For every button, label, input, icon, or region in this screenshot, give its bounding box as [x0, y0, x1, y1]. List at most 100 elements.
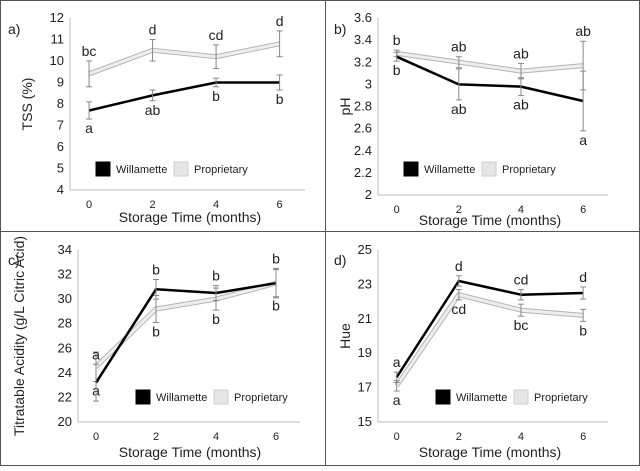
legend-label: Willamette [456, 392, 507, 404]
series-line [89, 83, 280, 111]
y-tick-label: 12 [50, 10, 64, 25]
legend-label: Willamette [116, 164, 167, 176]
x-tick-label: 4 [518, 431, 524, 443]
x-tick-label: 4 [213, 431, 219, 443]
y-tick-label: 26 [58, 340, 72, 355]
legend-label: Proprietary [534, 392, 588, 404]
y-tick-label: 15 [358, 414, 372, 429]
series-line [397, 57, 583, 101]
significance-letter: b [272, 298, 280, 314]
significance-letter: b [212, 268, 220, 284]
panel-label: b) [334, 21, 346, 37]
legend-label: Proprietary [194, 164, 248, 176]
significance-letter: ab [145, 102, 161, 118]
legend-swatch [514, 390, 528, 404]
legend-swatch [174, 162, 188, 176]
y-tick-label: 24 [58, 365, 72, 380]
significance-letter: a [85, 120, 93, 136]
y-tick-label: 3.6 [354, 10, 372, 25]
legend-label: Proprietary [502, 164, 556, 176]
y-tick-label: 2.2 [354, 165, 372, 180]
y-tick-label: 19 [358, 345, 372, 360]
x-tick-label: 0 [93, 431, 99, 443]
significance-letter: cd [514, 272, 529, 288]
x-tick-label: 0 [394, 204, 400, 216]
y-tick-label: 21 [358, 311, 372, 326]
y-tick-label: 9 [57, 75, 64, 90]
legend-swatch [404, 162, 418, 176]
y-tick-label: 30 [58, 291, 72, 306]
x-axis-label: Storage Time (months) [419, 444, 561, 460]
significance-letter: d [579, 269, 587, 285]
y-tick-label: 28 [58, 316, 72, 331]
legend-swatch [436, 390, 450, 404]
y-axis-label: TSS (%) [19, 78, 35, 131]
series-line [397, 295, 583, 386]
y-tick-label: 25 [358, 242, 372, 257]
y-tick-label: 2.4 [354, 143, 372, 158]
x-axis-label: Storage Time (months) [119, 444, 261, 460]
significance-letter: bc [514, 317, 529, 333]
legend-label: Willamette [424, 164, 475, 176]
y-axis-label: Hue [337, 323, 353, 349]
y-tick-label: 7 [57, 118, 64, 133]
legend-swatch [96, 162, 110, 176]
y-tick-label: 3 [365, 76, 372, 91]
y-tick-label: 2.6 [354, 121, 372, 136]
significance-letter: a [579, 132, 587, 148]
significance-letter: d [149, 22, 157, 38]
x-tick-label: 2 [153, 431, 159, 443]
x-axis-label: Storage Time (months) [419, 212, 561, 228]
significance-letter: b [276, 91, 284, 107]
y-tick-label: 23 [358, 276, 372, 291]
significance-letter: bc [82, 43, 97, 59]
series-line-outline [96, 283, 276, 367]
significance-letter: d [276, 13, 284, 29]
x-tick-label: 6 [277, 199, 283, 211]
legend-swatch [136, 390, 150, 404]
significance-letter: cd [209, 27, 224, 43]
significance-letter: ab [575, 23, 591, 39]
significance-letter: b [152, 261, 160, 277]
y-tick-label: 5 [57, 161, 64, 176]
series-line [96, 283, 276, 383]
y-tick-label: 2.8 [354, 99, 372, 114]
legend-label: Proprietary [234, 392, 288, 404]
y-tick-label: 20 [58, 414, 72, 429]
y-tick-label: 17 [358, 380, 372, 395]
significance-letter: a [92, 346, 100, 362]
significance-letter: ab [513, 45, 529, 61]
significance-letter: b [212, 88, 220, 104]
y-tick-label: 4 [57, 182, 64, 197]
significance-letter: cd [451, 301, 466, 317]
x-tick-label: 0 [86, 199, 92, 211]
significance-letter: ab [451, 101, 467, 117]
legend-label: Willamette [156, 392, 207, 404]
y-tick-label: 3.2 [354, 54, 372, 69]
x-tick-label: 6 [580, 431, 586, 443]
significance-letter: b [212, 311, 220, 327]
x-axis-label: Storage Time (months) [119, 209, 261, 225]
x-tick-label: 0 [394, 431, 400, 443]
significance-letter: b [393, 32, 401, 48]
series-line [397, 281, 583, 377]
y-axis-label: Titratable Acidity (g/L Citric Acid) [11, 236, 27, 436]
y-tick-label: 32 [58, 267, 72, 282]
significance-letter: a [393, 392, 401, 408]
y-tick-label: 10 [50, 53, 64, 68]
significance-letter: b [579, 322, 587, 338]
y-tick-label: 34 [58, 242, 72, 257]
significance-letter: ab [451, 39, 467, 55]
x-tick-label: 6 [273, 431, 279, 443]
y-tick-label: 22 [58, 389, 72, 404]
y-tick-label: 8 [57, 96, 64, 111]
significance-letter: b [152, 323, 160, 339]
significance-letter: a [393, 354, 401, 370]
y-tick-label: 6 [57, 139, 64, 154]
series-line [96, 283, 276, 367]
significance-letter: b [272, 250, 280, 266]
y-tick-label: 3.4 [354, 32, 372, 47]
legend-swatch [214, 390, 228, 404]
